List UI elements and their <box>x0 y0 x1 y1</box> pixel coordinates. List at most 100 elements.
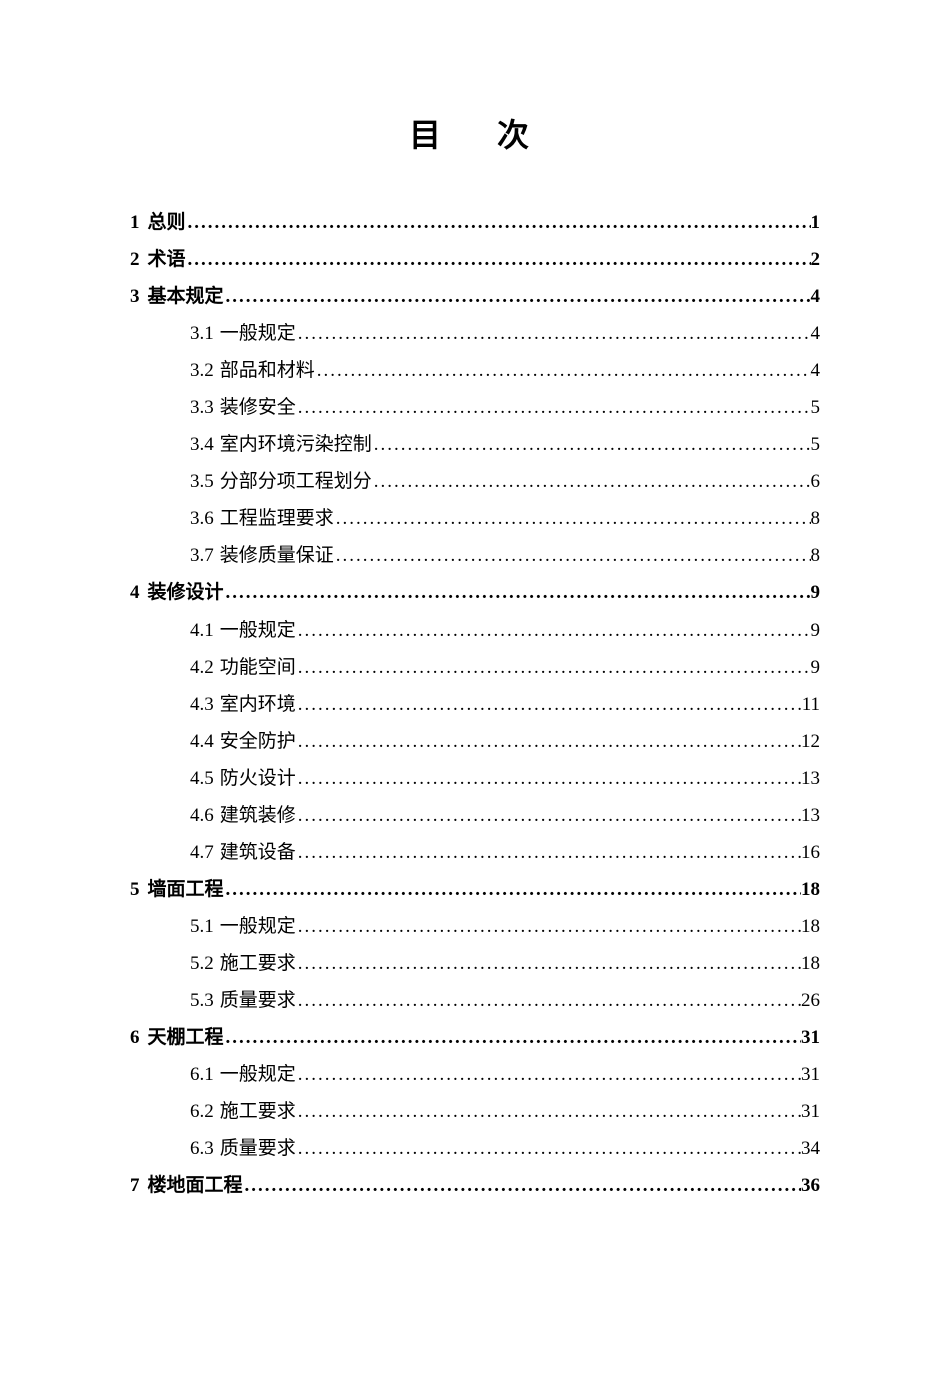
toc-entry: 4.7建筑设备 16 <box>130 834 820 871</box>
toc-leader-dots <box>224 574 811 611</box>
toc-entry-page: 6 <box>811 463 821 500</box>
toc-entry-page: 9 <box>811 649 821 686</box>
toc-leader-dots <box>296 389 811 426</box>
toc-entry-label: 建筑设备 <box>220 834 296 871</box>
toc-leader-dots <box>296 1056 801 1093</box>
toc-leader-dots <box>296 945 801 982</box>
toc-entry-number: 4.6 <box>190 797 214 834</box>
toc-entry-number: 4.7 <box>190 834 214 871</box>
toc-entry-label: 一般规定 <box>220 612 296 649</box>
toc-entry-page: 1 <box>811 204 821 241</box>
toc-entry-page: 18 <box>801 871 820 908</box>
toc-entry: 3.2部品和材料4 <box>130 352 820 389</box>
toc-entry: 3.5分部分项工程划分 6 <box>130 463 820 500</box>
toc-entry: 3.3装修安全 5 <box>130 389 820 426</box>
toc-leader-dots <box>296 982 801 1019</box>
toc-leader-dots <box>224 278 811 315</box>
toc-entry-page: 36 <box>801 1167 820 1204</box>
toc-entry-label: 一般规定 <box>220 1056 296 1093</box>
toc-entry-label: 施工要求 <box>220 1093 296 1130</box>
toc-entry-page: 8 <box>811 537 821 574</box>
toc-leader-dots <box>296 834 801 871</box>
toc-entry-number: 3.6 <box>190 500 214 537</box>
toc-leader-dots <box>372 426 811 463</box>
toc-entry-label: 楼地面工程 <box>148 1167 243 1204</box>
toc-entry: 3基本规定4 <box>130 278 820 315</box>
toc-entry-page: 4 <box>811 315 821 352</box>
toc-entry-label: 一般规定 <box>220 908 296 945</box>
toc-entry-number: 4.4 <box>190 723 214 760</box>
toc-entry: 6天棚工程31 <box>130 1019 820 1056</box>
toc-entry: 5.3质量要求26 <box>130 982 820 1019</box>
toc-entry-number: 4.3 <box>190 686 214 723</box>
toc-leader-dots <box>296 760 801 797</box>
toc-entry: 3.1一般规定4 <box>130 315 820 352</box>
toc-entry-page: 34 <box>801 1130 820 1167</box>
toc-leader-dots <box>243 1167 801 1204</box>
toc-entry-label: 天棚工程 <box>148 1019 224 1056</box>
toc-leader-dots <box>296 686 802 723</box>
toc-leader-dots <box>315 352 811 389</box>
toc-leader-dots <box>296 723 801 760</box>
toc-entry-number: 2 <box>130 241 140 278</box>
toc-entry-number: 5 <box>130 871 140 908</box>
toc-entry: 2术语2 <box>130 241 820 278</box>
toc-entry-label: 质量要求 <box>220 1130 296 1167</box>
toc-entry-label: 装修设计 <box>148 574 224 611</box>
toc-leader-dots <box>296 649 811 686</box>
toc-entry-number: 3 <box>130 278 140 315</box>
toc-entry-number: 1 <box>130 204 140 241</box>
toc-entry-page: 8 <box>811 500 821 537</box>
toc-entry-label: 装修质量保证 <box>220 537 334 574</box>
toc-leader-dots <box>296 797 801 834</box>
toc-entry: 3.6工程监理要求8 <box>130 500 820 537</box>
toc-entry: 4.3室内环境11 <box>130 686 820 723</box>
toc-entry: 5墙面工程18 <box>130 871 820 908</box>
toc-entry-label: 质量要求 <box>220 982 296 1019</box>
toc-entry-number: 6.3 <box>190 1130 214 1167</box>
toc-entry-number: 3.5 <box>190 463 214 500</box>
toc-entry-page: 16 <box>801 834 820 871</box>
toc-entry-page: 13 <box>801 760 820 797</box>
toc-entry-page: 9 <box>811 574 821 611</box>
toc-entry-label: 基本规定 <box>148 278 224 315</box>
toc-entry-page: 5 <box>811 389 821 426</box>
toc-leader-dots <box>186 241 811 278</box>
toc-entry-label: 安全防护 <box>220 723 296 760</box>
toc-entry-number: 5.2 <box>190 945 214 982</box>
toc-entry-label: 总则 <box>148 204 186 241</box>
toc-entry-number: 5.1 <box>190 908 214 945</box>
toc-entry-number: 3.4 <box>190 426 214 463</box>
toc-entry-page: 12 <box>801 723 820 760</box>
toc-entry-number: 6.2 <box>190 1093 214 1130</box>
toc-entry-label: 室内环境污染控制 <box>220 426 372 463</box>
toc-entry-number: 3.2 <box>190 352 214 389</box>
toc-entry: 4.4安全防护 12 <box>130 723 820 760</box>
toc-leader-dots <box>296 1130 801 1167</box>
toc-leader-dots <box>372 463 811 500</box>
toc-leader-dots <box>224 871 801 908</box>
toc-entry: 4装修设计 9 <box>130 574 820 611</box>
toc-entry-page: 31 <box>801 1056 820 1093</box>
toc-entry-number: 4 <box>130 574 140 611</box>
toc-entry-page: 31 <box>801 1019 820 1056</box>
toc-entry: 4.1一般规定9 <box>130 612 820 649</box>
page-title: 目 次 <box>130 110 820 156</box>
toc-entry-number: 3.3 <box>190 389 214 426</box>
toc-entry-page: 26 <box>801 982 820 1019</box>
toc-entry: 4.6建筑装修13 <box>130 797 820 834</box>
toc-entry: 7楼地面工程36 <box>130 1167 820 1204</box>
toc-entry: 6.3质量要求 34 <box>130 1130 820 1167</box>
toc-entry-label: 术语 <box>148 241 186 278</box>
toc-entry-label: 装修安全 <box>220 389 296 426</box>
toc-entry-page: 2 <box>811 241 821 278</box>
toc-entry-label: 部品和材料 <box>220 352 315 389</box>
toc-entry: 3.4室内环境污染控制5 <box>130 426 820 463</box>
toc-entry: 5.1一般规定18 <box>130 908 820 945</box>
toc-entry-number: 4.1 <box>190 612 214 649</box>
toc-leader-dots <box>224 1019 801 1056</box>
table-of-contents: 1总则12术语23基本规定43.1一般规定43.2部品和材料43.3装修安全53… <box>130 204 820 1204</box>
toc-entry-label: 分部分项工程划分 <box>220 463 372 500</box>
toc-entry-label: 一般规定 <box>220 315 296 352</box>
toc-entry-page: 18 <box>801 945 820 982</box>
